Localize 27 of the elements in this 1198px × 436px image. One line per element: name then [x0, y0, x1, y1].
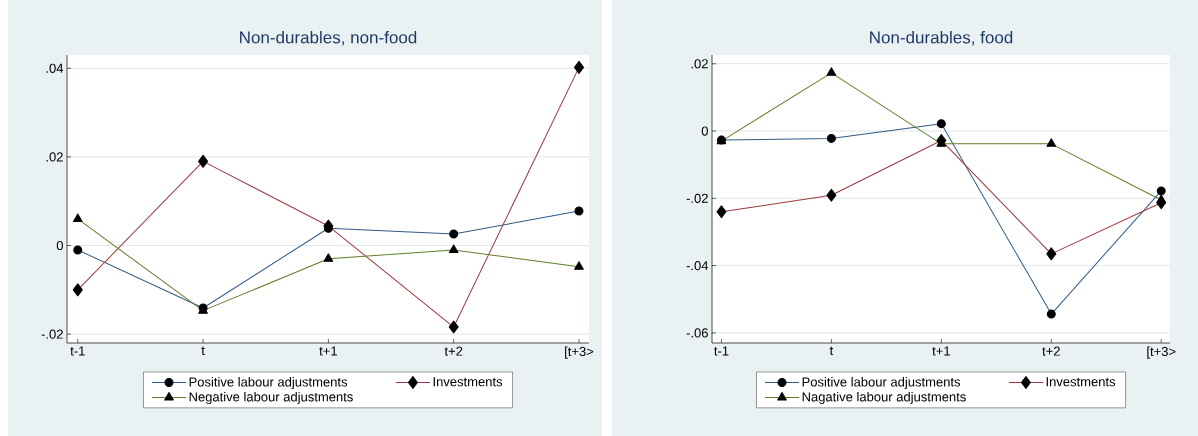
legend-label: Investments: [1046, 377, 1116, 387]
x-tick-label: t-1: [70, 346, 85, 356]
y-tick-label: .04: [46, 63, 64, 73]
y-tick-label: -.06: [686, 328, 708, 338]
x-tick-label: t+1: [319, 346, 337, 356]
x-tick-label: t-1: [714, 346, 729, 356]
y-tick-label: -.04: [686, 261, 709, 271]
y-tick-label: 0: [56, 240, 63, 251]
legend-label: Positive labour adjustments: [802, 376, 961, 390]
y-tick-label: 0: [701, 126, 708, 136]
chart-title: Non-durables, food: [870, 30, 1013, 46]
x-tick-label: t: [201, 346, 205, 356]
y-tick-label: -.02: [686, 193, 708, 203]
y-tick-label: -.02: [41, 329, 63, 339]
x-tick-label: t+1: [932, 346, 950, 356]
x-tick-label: t+2: [444, 346, 463, 356]
y-tick-label: .02: [46, 152, 63, 162]
x-tick-label: t+2: [1042, 346, 1060, 356]
legend-label: Positive labour adjustments: [189, 377, 348, 390]
x-tick-label: t: [829, 346, 834, 356]
chart-title: Non-durables, non-food: [240, 30, 417, 46]
legend-label: Nagative labour adjustments: [802, 391, 966, 405]
legend-label: Investments: [433, 377, 503, 387]
legend-label: Negative labour adjustments: [189, 391, 353, 405]
x-tick-label: [t+3>: [565, 346, 594, 359]
x-tick-label: [t+3>: [1147, 346, 1176, 359]
y-tick-label: .02: [691, 59, 708, 69]
